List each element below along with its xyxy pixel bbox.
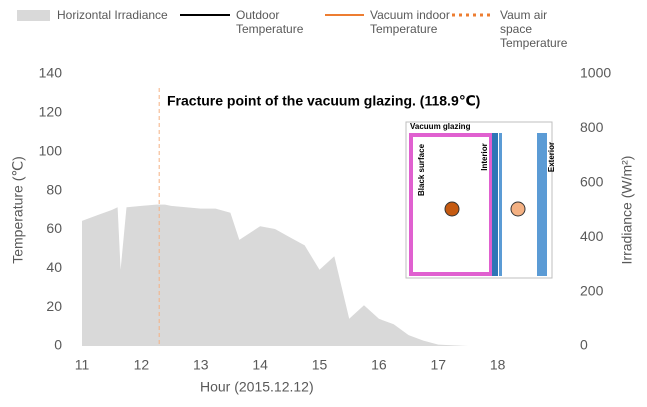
x-axis-title: Hour (2015.12.12) <box>200 379 314 395</box>
inset-title: Vacuum glazing <box>410 122 471 131</box>
annotation: Fracture point of the vacuum glazing. (1… <box>167 93 480 109</box>
x-tick-label: 14 <box>252 357 268 373</box>
irradiance-area <box>82 204 557 346</box>
y2-tick-label: 200 <box>580 282 604 298</box>
y-tick-label: 100 <box>39 142 63 158</box>
inset-glass <box>492 133 498 276</box>
y2-tick-label: 600 <box>580 174 604 190</box>
y2-axis-title: Irradiance (W/m²) <box>619 156 635 265</box>
y-tick-label: 80 <box>46 181 62 197</box>
inset-sensor <box>444 201 460 217</box>
y-tick-label: 60 <box>46 220 62 236</box>
legend-label: Outdoor Temperature <box>236 8 304 36</box>
inset-label: Interior <box>480 143 489 171</box>
legend-swatch <box>17 10 50 21</box>
y-tick-label: 0 <box>54 337 62 353</box>
x-tick-label: 17 <box>430 357 446 373</box>
y-tick-label: 120 <box>39 104 63 120</box>
inset-label: Black surface <box>417 143 426 196</box>
inset-glass <box>537 133 547 276</box>
legend-label: Horizontal Irradiance <box>57 8 168 22</box>
x-tick-label: 13 <box>193 357 209 373</box>
inset-label: Exterior <box>547 142 556 172</box>
y2-tick-label: 1000 <box>580 65 611 81</box>
y-tick-label: 40 <box>46 259 62 275</box>
legend-label: Vacuum indoor Temperature <box>370 8 450 36</box>
y2-tick-label: 0 <box>580 337 588 353</box>
inset-glass <box>499 133 502 276</box>
inset-sensor <box>510 201 526 217</box>
area-layer <box>82 204 557 346</box>
x-tick-label: 12 <box>134 357 150 373</box>
y2-tick-label: 400 <box>580 228 604 244</box>
x-tick-label: 18 <box>490 357 506 373</box>
x-tick-label: 15 <box>312 357 328 373</box>
x-tick-label: 16 <box>371 357 387 373</box>
y-tick-label: 140 <box>39 65 63 81</box>
y-axis-title: Temperature (℃) <box>10 156 26 264</box>
x-tick-label: 11 <box>75 357 90 373</box>
y2-tick-label: 800 <box>580 119 604 135</box>
legend-label: Vaum air space Temperature <box>500 8 568 50</box>
inset-black-surface <box>409 133 493 276</box>
y-tick-label: 20 <box>46 298 62 314</box>
